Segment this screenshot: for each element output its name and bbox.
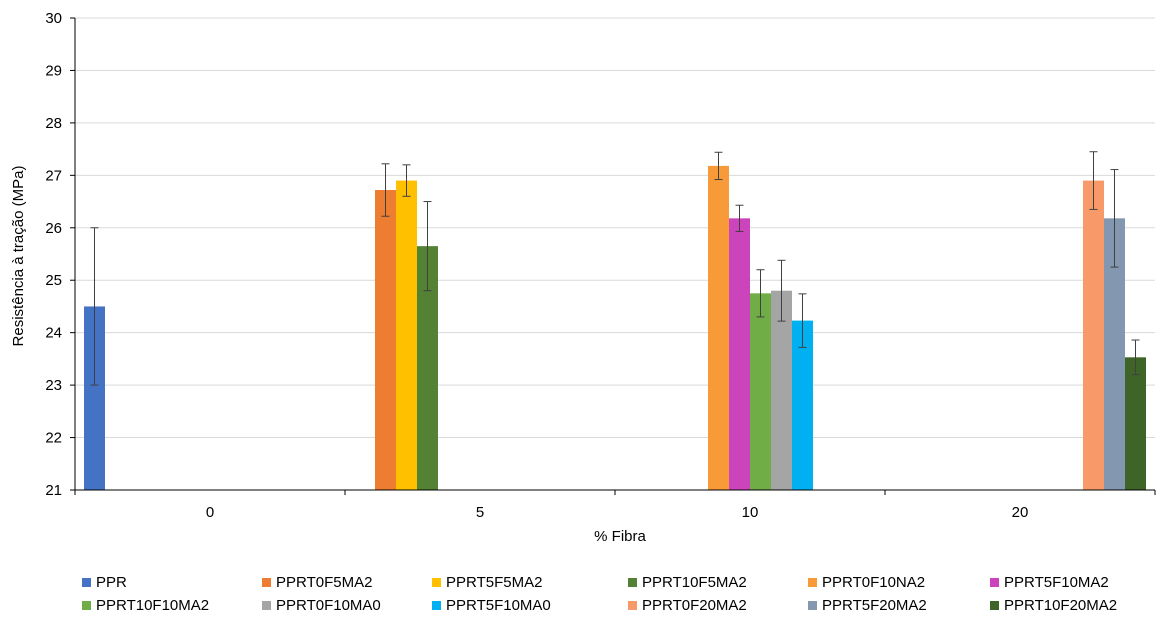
- y-tick-label: 25: [45, 272, 62, 289]
- legend-label: PPRT5F5MA2: [446, 574, 542, 591]
- y-tick-label: 22: [45, 430, 62, 447]
- legend-label: PPRT0F20MA2: [642, 597, 747, 614]
- x-tick-label: 5: [476, 504, 484, 521]
- bar: [771, 290, 792, 490]
- y-tick-label: 28: [45, 115, 62, 132]
- legend-swatch: [432, 578, 441, 587]
- legend-label: PPRT0F10MA0: [276, 597, 381, 614]
- legend-swatch: [808, 601, 817, 610]
- bar: [1125, 357, 1146, 490]
- y-tick-label: 23: [45, 377, 62, 394]
- legend-label: PPRT0F10NA2: [822, 574, 925, 591]
- y-axis-title: Resistência à tração (MPa): [10, 166, 27, 347]
- legend: PPR PPRT0F5MA2 PPRT5F5MA2 PPRT10F5MA2 PPRT0F…: [82, 574, 1117, 614]
- legend-swatch: [262, 601, 271, 610]
- legend-swatch: [432, 601, 441, 610]
- y-tick-labels: 21 22 23 24 25 26 27 28 29 30: [45, 10, 62, 499]
- legend-label: PPRT0F5MA2: [276, 574, 372, 591]
- legend-swatch: [262, 578, 271, 587]
- error-bars: [90, 151, 1140, 386]
- x-tick-labels: 0 5 10 20: [206, 504, 1029, 521]
- y-tick-label: 29: [45, 62, 62, 79]
- y-tick-label: 24: [45, 325, 62, 342]
- legend-label: PPRT5F10MA2: [1004, 574, 1109, 591]
- bar: [750, 293, 771, 490]
- x-tick-label: 10: [742, 504, 759, 521]
- x-axis-title: % Fibra: [594, 528, 646, 545]
- legend-swatch: [628, 578, 637, 587]
- bars: [84, 165, 1146, 491]
- bar: [417, 246, 438, 490]
- y-tick-label: 27: [45, 167, 62, 184]
- legend-swatch: [990, 601, 999, 610]
- legend-label: PPR: [96, 574, 127, 591]
- legend-label: PPRT10F5MA2: [642, 574, 747, 591]
- bar: [708, 165, 729, 491]
- legend-label: PPRT10F10MA2: [96, 597, 209, 614]
- bar: [396, 180, 417, 491]
- legend-label: PPRT10F20MA2: [1004, 597, 1117, 614]
- y-tick-label: 21: [45, 482, 62, 499]
- y-tick-label: 30: [45, 10, 62, 27]
- legend-swatch: [808, 578, 817, 587]
- gridlines: [75, 17, 1155, 439]
- bar: [729, 218, 750, 491]
- x-axis: [70, 17, 1156, 495]
- legend-label: PPRT5F20MA2: [822, 597, 927, 614]
- bar: [1104, 218, 1125, 491]
- legend-label: PPRT5F10MA0: [446, 597, 551, 614]
- x-tick-label: 20: [1012, 504, 1029, 521]
- y-tick-label: 26: [45, 220, 62, 237]
- bar: [792, 320, 813, 490]
- legend-swatch: [82, 578, 91, 587]
- legend-swatch: [990, 578, 999, 587]
- bar: [375, 190, 396, 491]
- bar: [84, 306, 105, 490]
- x-tick-label: 0: [206, 504, 214, 521]
- legend-swatch: [82, 601, 91, 610]
- legend-swatch: [628, 601, 637, 610]
- bar: [1083, 180, 1104, 491]
